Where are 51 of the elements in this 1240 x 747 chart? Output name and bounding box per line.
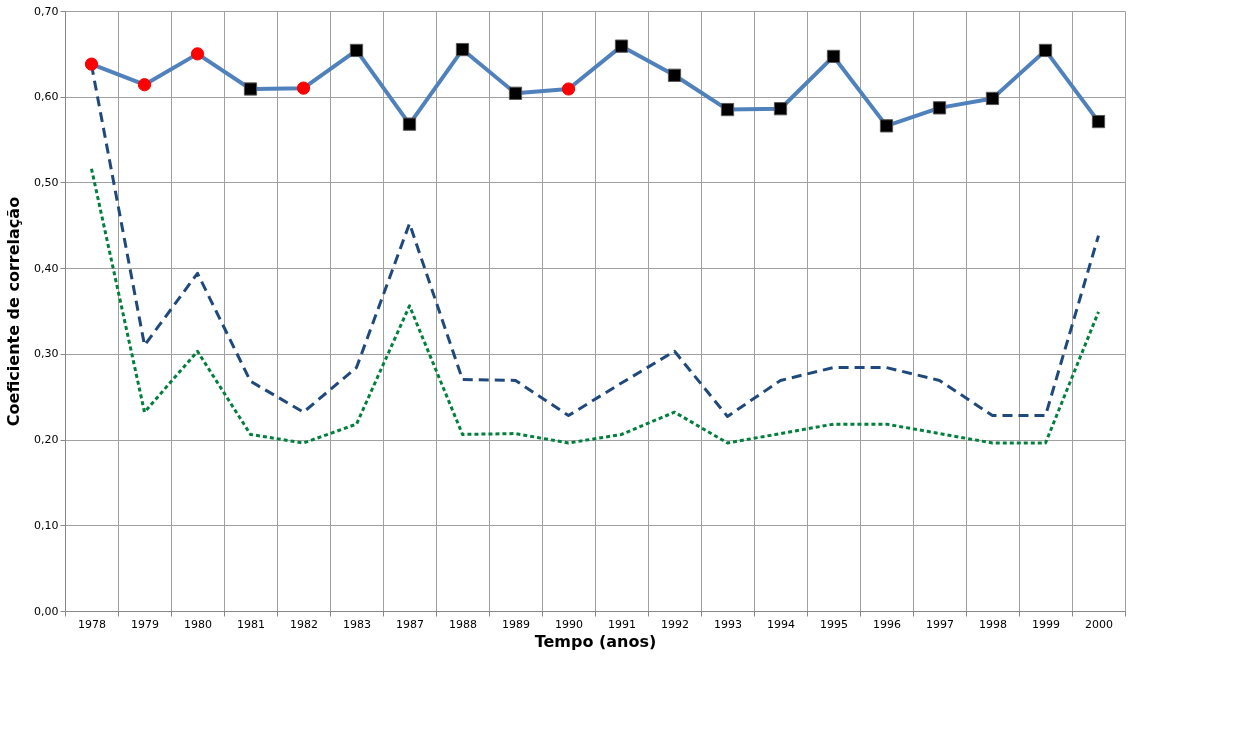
point <box>720 102 735 117</box>
x-tick-label: 1978 <box>78 617 106 631</box>
x-tick-label: 1988 <box>449 617 477 631</box>
x-tick-label: 1979 <box>131 617 159 631</box>
point <box>1091 114 1106 129</box>
x-axis-title: Tempo (anos) <box>534 631 657 651</box>
point <box>349 43 364 58</box>
x-tick-label: 1983 <box>343 617 371 631</box>
x-tick-label: 1994 <box>767 617 795 631</box>
point <box>190 47 205 61</box>
y-tick-label: 0,30 <box>34 347 59 361</box>
y-tick-label: 0,00 <box>34 604 59 618</box>
x-tick-label: 1982 <box>290 617 318 631</box>
x-tick-label: 1995 <box>820 617 848 631</box>
point <box>985 91 1000 106</box>
y-tick-label: 0,50 <box>34 175 59 189</box>
point <box>508 86 523 100</box>
point <box>773 102 788 116</box>
point <box>137 78 152 92</box>
x-tick-label: 1981 <box>237 617 265 631</box>
y-tick-label: 0,40 <box>34 261 59 275</box>
point <box>614 39 629 53</box>
x-tick-label: 1980 <box>184 617 212 631</box>
y-tick-label: 0,20 <box>34 433 59 447</box>
point <box>243 82 258 96</box>
y-axis-title: Coeficiente de correlação <box>4 196 24 427</box>
y-tick-label: 0,60 <box>34 90 59 104</box>
x-tick-label: 1987 <box>396 617 424 631</box>
x-tick-label: 1997 <box>926 617 954 631</box>
point <box>455 42 470 57</box>
x-tick-label: 1990 <box>555 617 583 631</box>
point <box>667 68 682 82</box>
y-tick-label: 0,70 <box>34 4 59 18</box>
point <box>402 117 417 131</box>
x-tick-label: 1992 <box>661 617 689 631</box>
x-tick-label: 2000 <box>1085 617 1113 631</box>
point <box>561 82 576 96</box>
point <box>296 81 311 95</box>
x-tick-label: 1996 <box>873 617 901 631</box>
x-tick-label: 1991 <box>608 617 636 631</box>
point <box>879 119 894 133</box>
point <box>1038 43 1053 58</box>
line-series <box>90 167 1100 445</box>
y-tick-label: 0,10 <box>34 518 59 532</box>
x-tick-label: 1989 <box>502 617 530 631</box>
x-tick-label: 1993 <box>714 617 742 631</box>
x-tick-label: 1999 <box>1032 617 1060 631</box>
point <box>84 57 99 71</box>
point <box>826 49 841 64</box>
x-tick-label: 1998 <box>979 617 1007 631</box>
point <box>932 101 947 115</box>
